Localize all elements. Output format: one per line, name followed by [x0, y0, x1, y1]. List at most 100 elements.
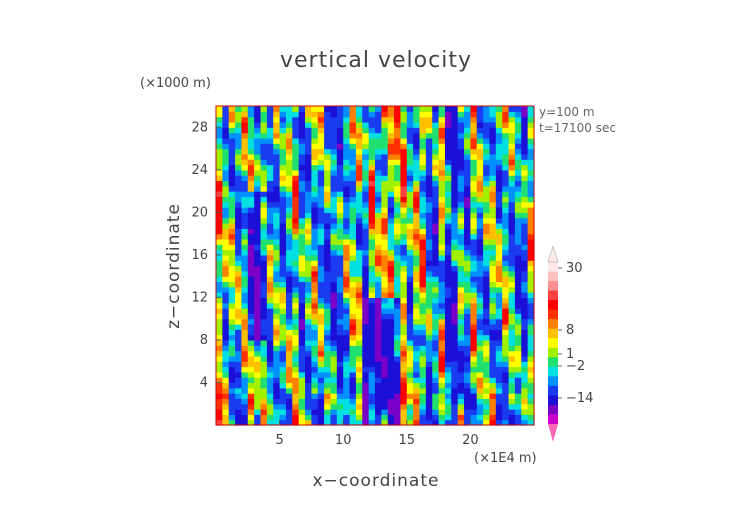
heatmap-cell — [489, 270, 497, 277]
heatmap-cell — [470, 116, 478, 123]
heatmap-cell — [311, 382, 319, 389]
heatmap-cell — [406, 414, 414, 421]
heatmap-cell — [330, 222, 338, 229]
heatmap-cell — [508, 153, 516, 160]
heatmap-cell — [502, 302, 510, 309]
heatmap-cell — [368, 345, 376, 352]
heatmap-cell — [266, 191, 274, 197]
heatmap-cell — [260, 308, 268, 314]
heatmap-cell — [279, 143, 287, 150]
heatmap-cell — [324, 143, 332, 150]
heatmap-cell — [368, 148, 376, 155]
heatmap-cell — [438, 222, 446, 229]
heatmap-cell — [330, 334, 338, 341]
heatmap-cell — [235, 207, 243, 213]
heatmap-cell — [464, 180, 471, 187]
heatmap-cell — [311, 244, 319, 251]
heatmap-cell — [362, 249, 370, 256]
heatmap-cell — [495, 292, 503, 298]
heatmap-cell — [508, 366, 516, 373]
heatmap-cell — [508, 260, 516, 267]
heatmap-cell — [273, 116, 281, 123]
heatmap-cell — [464, 297, 471, 304]
heatmap-cell — [381, 339, 389, 346]
heatmap-cell — [432, 329, 440, 336]
heatmap-cell — [470, 132, 478, 139]
heatmap-cell — [279, 377, 287, 384]
heatmap-cell — [375, 116, 382, 123]
heatmap-cell — [451, 323, 459, 330]
heatmap-cell — [216, 207, 223, 213]
heatmap-cell — [292, 403, 300, 410]
heatmap-cell — [521, 137, 529, 144]
heatmap-cell — [324, 116, 332, 123]
heatmap-cell — [368, 393, 376, 400]
heatmap-cell — [247, 191, 255, 197]
heatmap-cell — [444, 233, 452, 240]
heatmap-cell — [476, 377, 484, 384]
heatmap-cell — [457, 345, 465, 352]
heatmap-cell — [298, 137, 306, 144]
heatmap-cell — [241, 323, 249, 330]
heatmap-cell — [419, 164, 427, 171]
heatmap-cell — [343, 329, 351, 336]
heatmap-cell — [425, 180, 433, 187]
heatmap-cell — [476, 111, 484, 118]
heatmap-cell — [438, 318, 446, 325]
heatmap-cell — [476, 106, 484, 112]
heatmap-cell — [362, 169, 370, 176]
heatmap-cell — [400, 116, 408, 123]
heatmap-cell — [254, 265, 262, 272]
colorbar-label: 30 — [566, 261, 583, 276]
heatmap-cell — [216, 169, 223, 176]
heatmap-cell — [495, 222, 503, 229]
heatmap-cell — [330, 318, 338, 325]
heatmap-cell — [464, 398, 471, 405]
heatmap-cell — [521, 111, 529, 118]
heatmap-cell — [254, 127, 262, 134]
heatmap-cell — [305, 201, 312, 208]
heatmap-cell — [254, 318, 262, 325]
heatmap-cell — [216, 350, 223, 357]
heatmap-cell — [241, 419, 249, 426]
heatmap-cell — [254, 313, 262, 320]
heatmap-cell — [476, 339, 484, 346]
heatmap-cell — [375, 233, 382, 240]
heatmap-cell — [483, 254, 491, 261]
heatmap-cell — [381, 116, 389, 123]
heatmap-cell — [387, 323, 395, 330]
heatmap-cell — [508, 318, 516, 325]
heatmap-cell — [375, 276, 382, 283]
heatmap-cell — [279, 148, 287, 155]
x-tick-label: 10 — [335, 433, 352, 448]
heatmap-cell — [419, 398, 427, 405]
heatmap-cell — [514, 127, 522, 134]
heatmap-cell — [413, 228, 421, 235]
heatmap-cell — [483, 382, 491, 389]
heatmap-cell — [451, 334, 459, 341]
heatmap-cell — [305, 419, 312, 426]
heatmap-cell — [349, 106, 357, 112]
heatmap-cell — [514, 244, 522, 251]
heatmap-cell — [235, 201, 243, 208]
heatmap-cell — [432, 185, 440, 192]
heatmap-cell — [470, 111, 478, 118]
heatmap-cell — [355, 249, 363, 256]
heatmap-cell — [266, 185, 274, 192]
heatmap-cell — [324, 398, 332, 405]
heatmap-cell — [336, 387, 344, 394]
heatmap-cell — [285, 302, 293, 309]
heatmap-cell — [330, 419, 338, 426]
heatmap-cell — [464, 159, 471, 166]
heatmap-cell — [305, 143, 312, 150]
heatmap-cell — [285, 196, 293, 203]
heatmap-cell — [368, 233, 376, 240]
heatmap-cell — [375, 398, 382, 405]
heatmap-cell — [387, 111, 395, 118]
heatmap-cell — [457, 196, 465, 203]
heatmap-cell — [292, 382, 300, 389]
heatmap-cell — [266, 393, 274, 400]
heatmap-cell — [273, 106, 281, 112]
heatmap-cell — [375, 371, 382, 378]
heatmap-cell — [419, 260, 427, 267]
